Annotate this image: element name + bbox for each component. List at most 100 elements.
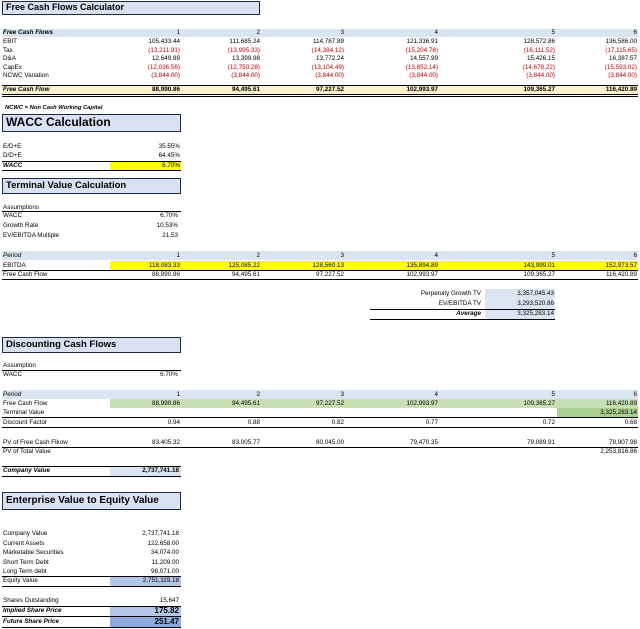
discount-fcf-highlight: [110, 399, 638, 408]
terminal-period: 6: [633, 252, 637, 259]
discount-period: 4: [434, 391, 438, 398]
discount-period-label: Period: [3, 391, 22, 398]
ebitda-cell: 152,973.57: [605, 262, 637, 269]
terminal-fcf-cell: 116,420.89: [605, 271, 637, 278]
pv-fcf-cell: 83,005.77: [231, 439, 260, 446]
discount-fcf-cell: 116,420.89: [605, 400, 637, 407]
fcf-cell: (3,844.00): [315, 72, 344, 79]
equity-section-title: Enterprise Value to Equity Value: [2, 492, 181, 510]
discount-assumption-label: Assumption: [3, 362, 36, 369]
shares-value: 15,647: [159, 597, 179, 604]
discount-section-title: Discounting Cash Flows: [2, 337, 181, 353]
discount-period: 1: [176, 391, 180, 398]
terminal-assumption-label: WACC: [3, 212, 23, 219]
wacc-highlight: [110, 161, 181, 170]
tv-highlight: [485, 289, 555, 319]
divider: [2, 85, 638, 86]
divider: [2, 586, 181, 587]
pv-fcf-cell: 83,405.32: [151, 439, 180, 446]
fcf-row-label: EBIT: [3, 38, 17, 45]
discount-fcf-cell: 109,365.27: [523, 400, 555, 407]
divider: [2, 627, 181, 628]
divider: [2, 447, 638, 448]
tv-value: 3,357,045.43: [517, 290, 554, 297]
divider: [370, 309, 555, 310]
discount-wacc-label: WACC: [3, 371, 23, 378]
fcf-row-label: D&A: [3, 55, 16, 62]
terminal-fcf-label: Free Cash Flow: [3, 271, 48, 278]
fcf-cell: 14,557.99: [409, 55, 438, 62]
fcf-period-3: 3: [340, 29, 344, 36]
divider: [2, 466, 181, 467]
ebitda-highlight: [110, 261, 638, 270]
fcf-cell: 121,336.91: [406, 38, 438, 45]
divider: [2, 170, 181, 171]
fcf-row-label: NCWC Variation: [3, 72, 49, 79]
tv-label: Perpetuity Growth TV: [420, 290, 481, 297]
terminal-period: 5: [551, 252, 555, 259]
future-price-value: 251.47: [154, 617, 179, 626]
fcf-row-label: Tax: [3, 46, 13, 54]
wacc-section-title: WACC Calculation: [2, 114, 181, 132]
equity-row-label: Current Assets: [3, 540, 45, 547]
divider: [2, 94, 638, 97]
ebitda-cell: 118,083.33: [148, 262, 180, 269]
fcf-cell: (12,750.28): [227, 63, 260, 71]
terminal-period: 3: [340, 252, 344, 259]
fcf-cell: (14,678.22): [522, 63, 555, 71]
divider: [2, 211, 181, 212]
fcf-cell: (15,204.78): [405, 46, 438, 54]
divider: [2, 427, 638, 428]
fcf-cell: (14,384.12): [311, 46, 344, 54]
terminal-assumption-label: Growth Rate: [3, 222, 39, 229]
equity-row-label: Marketable Securities: [3, 549, 64, 556]
company-value: 2,737,741.18: [142, 467, 179, 474]
terminal-assumption-value: 6.70%: [160, 212, 178, 219]
discount-period: 3: [340, 391, 344, 398]
terminal-period-label: Period: [3, 252, 22, 259]
future-price-label: Future Share Price: [3, 618, 59, 625]
terminal-period: 1: [176, 252, 180, 259]
fcf-cell: 15,426.15: [526, 55, 555, 62]
discount-factor-cell: 0.77: [425, 419, 438, 426]
equity-row-value: 98,071.00: [150, 568, 179, 575]
ncwc-note: NCWC = Non Cash Working Capital: [5, 105, 103, 111]
fcf-cell: (13,852.14): [405, 63, 438, 71]
divider: [2, 370, 181, 371]
fcf-total-cell: 102,993.97: [406, 86, 438, 93]
fcf-row-label: CapEx: [3, 63, 22, 71]
equity-row-value: 34,074.00: [150, 549, 179, 556]
fcf-total-cell: 116,420.89: [605, 86, 637, 93]
implied-price-value: 175.82: [154, 606, 179, 615]
fcf-section-title: Free Cash Flows Calculator: [2, 1, 260, 15]
divider: [2, 576, 181, 577]
fcf-header-band: [2, 29, 638, 37]
discount-period: 5: [551, 391, 555, 398]
terminal-assumption-value: 10.53%: [156, 222, 178, 229]
discount-wacc-value: 6.70%: [160, 371, 178, 378]
fcf-total-cell: 88,990.86: [151, 86, 180, 93]
fcf-cell: (3,844.00): [526, 72, 555, 79]
divider: [2, 476, 181, 477]
equity-value-highlight: [110, 576, 181, 586]
discount-tv-label: Terminal Value: [3, 409, 45, 416]
fcf-period-1: 1: [176, 29, 180, 36]
terminal-section-title: Terminal Value Calculation: [2, 178, 181, 194]
terminal-period-band: [2, 251, 638, 260]
pv-fcf-cell: 79,089.91: [526, 439, 555, 446]
terminal-fcf-cell: 94,495.61: [231, 271, 260, 278]
equity-row-label: Company Value: [3, 530, 48, 537]
discount-fcf-cell: 102,993.97: [406, 400, 438, 407]
fcf-total-cell: 97,227.52: [315, 86, 344, 93]
shares-label: Shares Outstanding: [3, 597, 59, 604]
discount-factor-cell: 0.88: [247, 419, 260, 426]
fcf-total-cell: 109,365.27: [523, 86, 555, 93]
discount-fcf-cell: 88,990.86: [151, 400, 180, 407]
wacc-row-value: 64.45%: [158, 152, 180, 159]
ebitda-label: EBITDA: [3, 262, 26, 269]
divider: [370, 319, 555, 320]
discount-tv-value: 3,325,283.14: [600, 409, 637, 416]
pv-fcf-cell: 78,907.98: [608, 439, 637, 446]
divider: [2, 270, 638, 271]
fcf-cell: 16,387.57: [608, 55, 637, 62]
